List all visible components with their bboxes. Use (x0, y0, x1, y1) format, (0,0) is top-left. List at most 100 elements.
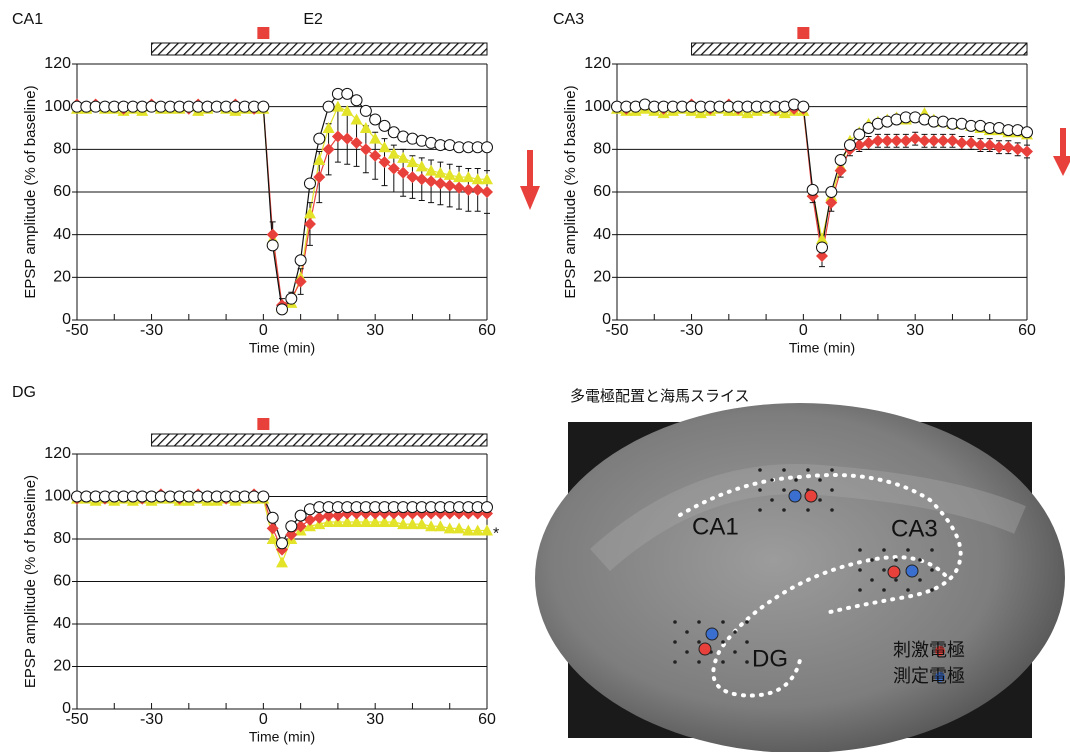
diamond-marker (313, 171, 326, 184)
y-tick-label: 0 (602, 311, 611, 328)
diamond-marker (481, 186, 493, 198)
circle-marker (481, 141, 493, 154)
electrode (697, 640, 701, 644)
y-tick-label: 40 (593, 226, 611, 243)
diamond-marker (294, 520, 307, 533)
x-tick-label: -50 (65, 322, 88, 339)
diamond-marker (341, 132, 354, 145)
electrode (697, 620, 701, 624)
region-label: CA1 (692, 513, 739, 540)
y-tick-label: 100 (44, 488, 71, 505)
diamond-marker (825, 196, 838, 209)
diamond-marker (974, 139, 987, 152)
chart: CA1 E2 0 20 40 60 80 100 120 -50 -30 0 30 60 Time (min… (12, 11, 496, 355)
slice-image: 多電極配置と海馬スライス CA1 CA3 DG 刺激電極 測定電極 (535, 388, 1065, 752)
circle-marker (266, 239, 279, 252)
electrode (673, 640, 677, 644)
diamond-marker (937, 134, 950, 147)
electrode (830, 468, 834, 472)
triangle-marker (443, 522, 456, 534)
triangle-marker (462, 171, 475, 183)
y-tick-label: 100 (44, 98, 71, 115)
diamond-marker (881, 134, 894, 147)
diamond-marker (453, 181, 466, 194)
triangle-marker (415, 160, 428, 172)
diamond-marker (331, 130, 344, 143)
electrode (930, 548, 934, 552)
electrode (782, 488, 786, 492)
circle-marker (350, 94, 363, 107)
triangle-marker (387, 516, 400, 527)
circle-marker (294, 254, 307, 267)
electrode (673, 620, 677, 624)
diamond-marker (462, 183, 475, 196)
chart-title: CA1 (12, 11, 43, 28)
triangle-marker (350, 516, 363, 527)
x-axis-label: Time (min) (789, 340, 855, 356)
electrode (721, 640, 725, 644)
triangle-marker (266, 533, 279, 544)
triangle-marker (397, 518, 410, 530)
circle-marker (825, 186, 838, 198)
electrode (858, 588, 862, 592)
triangle-marker (425, 520, 438, 532)
decrease-arrow (520, 150, 540, 210)
image-title: 多電極配置と海馬スライス (570, 388, 750, 405)
x-tick-label: 0 (259, 711, 268, 728)
electrode (770, 478, 774, 482)
electrode (745, 640, 749, 644)
diamond-marker (397, 166, 410, 179)
diamond-marker (853, 139, 866, 152)
y-tick-label: 20 (53, 269, 71, 286)
triangle-marker (481, 173, 493, 185)
electrode (745, 660, 749, 664)
y-tick-label: 60 (53, 573, 71, 590)
electrode (830, 488, 834, 492)
diamond-marker (387, 162, 400, 175)
diamond-marker (313, 511, 326, 524)
x-tick-label: -50 (65, 711, 88, 728)
y-tick-label: 40 (53, 226, 71, 243)
y-tick-label: 120 (44, 445, 71, 462)
circle-marker (1021, 126, 1033, 139)
triangle-marker (387, 147, 400, 159)
x-axis-label: Time (min) (249, 729, 315, 745)
x-tick-label: 30 (906, 322, 924, 339)
electrode (794, 478, 798, 482)
triangle-marker (341, 104, 354, 116)
diamond-marker (816, 250, 828, 262)
diamond-marker (415, 173, 428, 186)
diamond-marker (331, 509, 344, 522)
diamond-marker (890, 134, 903, 147)
circle-marker (378, 119, 391, 132)
x-tick-label: 30 (366, 711, 384, 728)
triangle-marker (462, 524, 475, 536)
triangle-marker (313, 154, 326, 165)
triangle-marker (415, 518, 428, 530)
electrode (870, 558, 874, 562)
diamond-marker (927, 134, 940, 147)
triangle-marker (369, 516, 382, 527)
legend-label: 刺激電極 (893, 640, 965, 660)
x-tick-label: 60 (1018, 322, 1036, 339)
diamond-marker (359, 143, 372, 156)
circle-marker (481, 501, 493, 514)
triangle-marker (331, 100, 344, 112)
annotation: * (493, 526, 499, 543)
circle-marker (276, 537, 288, 550)
diamond-marker (1021, 145, 1033, 158)
x-tick-label: -30 (140, 322, 163, 339)
circle-marker (797, 100, 810, 113)
diamond-marker (965, 136, 978, 149)
triangle-marker (406, 156, 419, 168)
circle-marker (843, 139, 856, 152)
triangle-marker (425, 164, 438, 176)
electrode (673, 660, 677, 664)
y-tick-label: 120 (44, 55, 71, 72)
diamond-marker (918, 134, 931, 147)
diamond-marker (322, 143, 335, 156)
electrode (830, 508, 834, 512)
diamond-marker (899, 134, 912, 147)
circle-marker (276, 303, 288, 316)
